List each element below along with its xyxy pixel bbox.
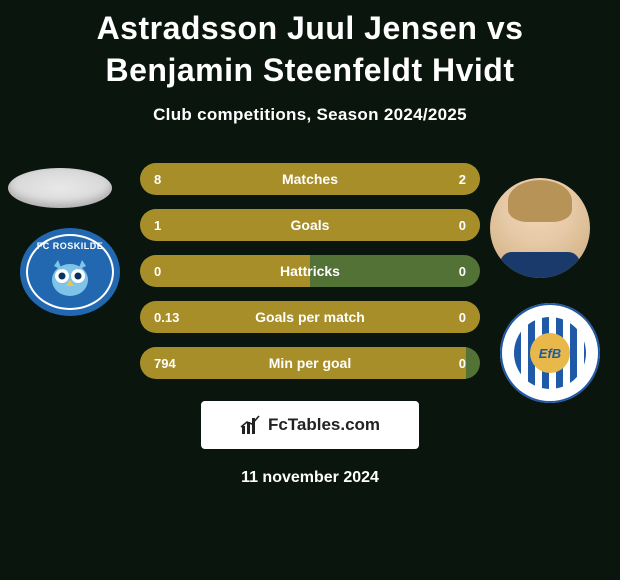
stat-label: Hattricks [280,263,340,279]
stat-label: Matches [282,171,338,187]
stat-label: Goals [291,217,330,233]
club-left-badge: FC ROSKILDE [20,228,120,316]
club-right-badge: EfB [500,303,600,403]
brand-text: FcTables.com [268,415,380,435]
stats-container: 8 Matches 2 1 Goals 0 0 Hattricks 0 0.13… [140,163,480,379]
stat-left-value: 0 [154,264,161,279]
stat-left-value: 794 [154,356,176,371]
stat-left-value: 0.13 [154,310,179,325]
subtitle: Club competitions, Season 2024/2025 [0,105,620,125]
date-text: 11 november 2024 [0,469,620,487]
stat-row: 8 Matches 2 [140,163,480,195]
player-right-avatar [490,178,590,278]
stat-row: 0 Hattricks 0 [140,255,480,287]
stat-right-value: 0 [459,218,466,233]
stat-right-value: 0 [459,264,466,279]
stat-left-value: 1 [154,218,161,233]
stat-row: 0.13 Goals per match 0 [140,301,480,333]
stat-label: Min per goal [269,355,351,371]
stat-left-value: 8 [154,172,161,187]
stat-right-value: 0 [459,310,466,325]
player-left-avatar [8,168,112,208]
page-title: Astradsson Juul Jensen vs Benjamin Steen… [0,0,620,91]
stat-label: Goals per match [255,309,365,325]
brand-box: FcTables.com [201,401,419,449]
stat-right-value: 0 [459,356,466,371]
chart-icon [240,414,262,436]
club-right-name: EfB [530,333,570,373]
stat-row: 1 Goals 0 [140,209,480,241]
stat-right-value: 2 [459,172,466,187]
stat-row: 794 Min per goal 0 [140,347,480,379]
club-left-name: FC ROSKILDE [37,241,104,251]
